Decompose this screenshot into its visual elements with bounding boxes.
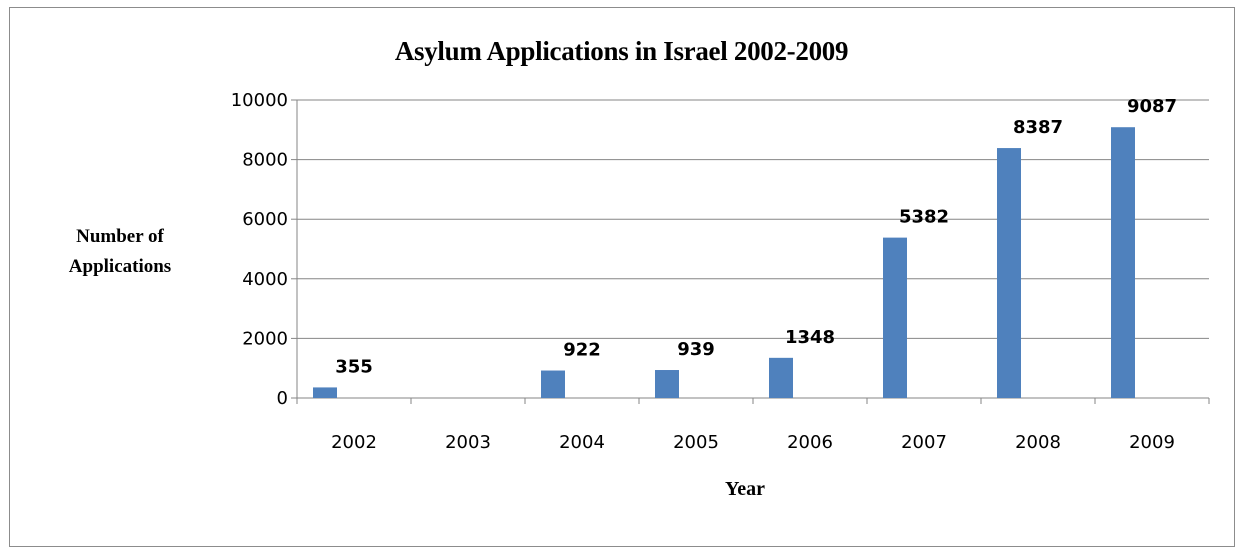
- labels: 0 2000 4000 6000 8000 10000 2002 355 2003 2004 922…: [231, 90, 1177, 453]
- bars: [313, 127, 1135, 398]
- x-tick-label: 2008: [1015, 432, 1061, 453]
- x-tick-label: 2009: [1129, 432, 1175, 453]
- bar-2002: [313, 387, 337, 398]
- bar-2008: [997, 148, 1021, 398]
- plot-area: 0 2000 4000 6000 8000 10000 2002 355 2003 2004 922…: [231, 90, 1210, 453]
- bar-2005: [655, 370, 679, 398]
- x-tick-label: 2005: [673, 432, 719, 453]
- gridlines: [297, 99, 1209, 339]
- y-tick-label: 0: [277, 388, 288, 409]
- chart-title: Asylum Applications in Israel 2002-2009: [394, 36, 849, 66]
- data-label-2005: 939: [677, 339, 715, 360]
- bar-2007: [883, 237, 907, 398]
- bar-2006: [769, 357, 793, 398]
- x-tick-label: 2004: [559, 432, 605, 453]
- x-axis-title: Year: [725, 478, 765, 500]
- data-label-2006: 1348: [785, 327, 835, 348]
- y-tick-label: 2000: [242, 328, 288, 349]
- y-tick-label: 4000: [242, 269, 288, 290]
- x-tick-label: 2002: [331, 432, 377, 453]
- data-label-2004: 922: [563, 340, 601, 361]
- x-tick-label: 2006: [787, 432, 833, 453]
- data-label-2008: 8387: [1013, 117, 1063, 138]
- x-tick-label: 2003: [445, 432, 491, 453]
- data-label-2007: 5382: [899, 207, 949, 228]
- y-axis-title: Number of Applications: [68, 226, 172, 277]
- data-label-2009: 9087: [1127, 96, 1177, 117]
- x-tick-label: 2007: [901, 432, 947, 453]
- chart-frame: [9, 7, 1235, 547]
- bar-2004: [541, 370, 565, 398]
- y-tick-label: 8000: [242, 150, 288, 171]
- data-label-2002: 355: [335, 356, 373, 377]
- y-tick-label: 6000: [242, 209, 288, 230]
- bar-2009: [1111, 127, 1135, 398]
- y-tick-label: 10000: [231, 90, 288, 111]
- axes: [291, 99, 1210, 404]
